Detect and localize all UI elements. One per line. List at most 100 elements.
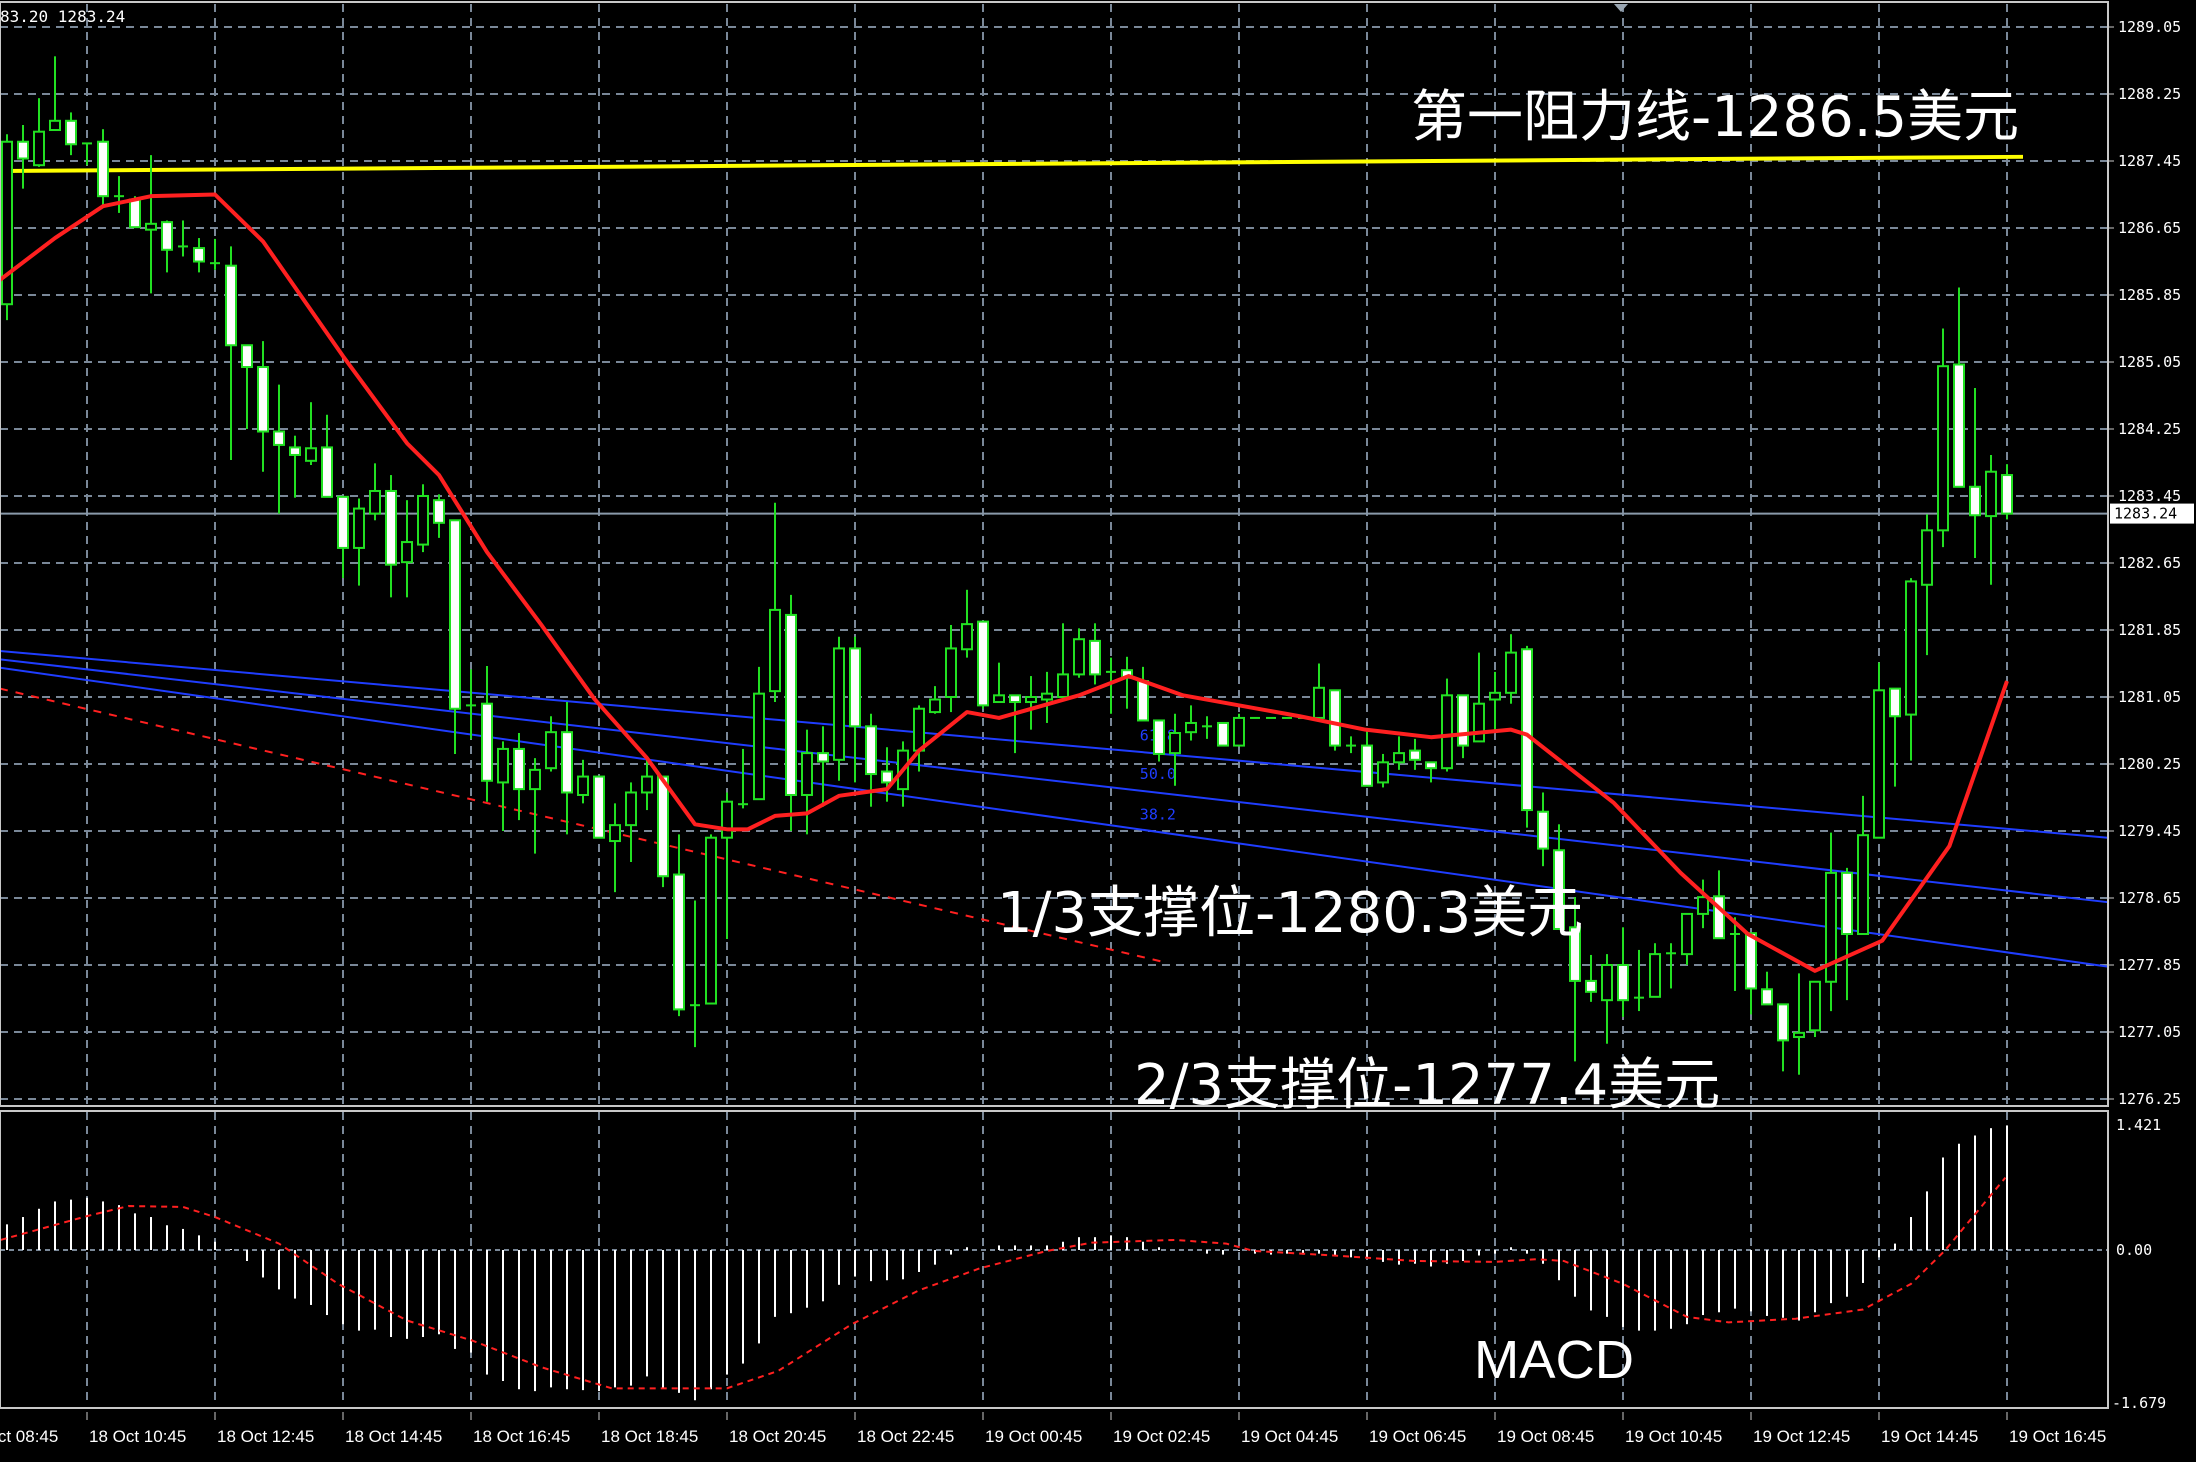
candle-body-bullish xyxy=(929,698,941,714)
time-tick-label: 18 Oct 14:45 xyxy=(345,1427,442,1446)
candle-body-bearish xyxy=(1617,964,1629,1002)
candle-body-bullish xyxy=(1921,529,1933,586)
candle xyxy=(1425,761,1437,783)
macd-panel-frame xyxy=(0,1110,2109,1409)
candle xyxy=(1745,932,1757,1015)
candle-body-bearish xyxy=(241,344,253,369)
candle xyxy=(1761,971,1773,1006)
candle xyxy=(145,155,157,294)
candle-body-bearish xyxy=(1537,810,1549,850)
candle-body-bullish xyxy=(1873,689,1885,839)
time-tick-label: 18 Oct 16:45 xyxy=(473,1427,570,1446)
candle xyxy=(17,124,29,189)
candle-body-bearish xyxy=(593,775,605,839)
candle-body-bullish xyxy=(1905,580,1917,716)
candle-body-bearish xyxy=(657,775,669,878)
candle xyxy=(1346,736,1356,754)
candle xyxy=(1730,917,1740,991)
candle xyxy=(833,636,845,781)
candle-body-bullish xyxy=(1809,980,1821,1032)
candle xyxy=(1025,676,1037,730)
candle-body-bullish xyxy=(1489,691,1501,701)
candle-body-bullish xyxy=(1185,721,1197,734)
current-price-badge xyxy=(2110,503,2194,524)
support-2-3-annotation: 2/3支撑位-1277.4美元 xyxy=(1134,1053,1720,1118)
candle-body-bearish xyxy=(289,446,301,456)
macd-tick-label: -1.679 xyxy=(2112,1394,2166,1412)
candle xyxy=(1185,705,1197,741)
candle xyxy=(1649,943,1661,998)
candle-body-bearish xyxy=(1009,694,1021,704)
candle xyxy=(1009,694,1021,754)
candle-body-bearish xyxy=(817,752,829,763)
candle xyxy=(193,238,205,273)
candle-body-bullish xyxy=(417,495,429,546)
candle xyxy=(1601,954,1613,1044)
candle-body-bullish xyxy=(913,707,925,752)
candle-body-bullish xyxy=(1857,834,1869,936)
candle-body-bearish xyxy=(1777,1003,1789,1042)
candle-body-bearish xyxy=(881,770,893,784)
candle-body-bullish xyxy=(353,507,365,549)
candle-body-bearish xyxy=(225,264,237,347)
candle xyxy=(609,803,621,893)
candle-body-bearish xyxy=(1329,689,1341,747)
candle xyxy=(513,733,525,821)
macd-annotation: MACD xyxy=(1474,1330,1634,1390)
candle-body-bearish xyxy=(433,499,445,524)
candle-body-bearish xyxy=(321,446,333,498)
candle xyxy=(33,98,45,167)
main-panel-frame xyxy=(0,1,2109,1107)
candle-body-bearish xyxy=(865,725,877,776)
fibonacci-level-label: 50.0 xyxy=(1140,765,1176,783)
candle xyxy=(738,748,748,809)
candle-body-bullish xyxy=(1393,752,1405,764)
candle xyxy=(1537,792,1549,867)
candle-body-bullish xyxy=(1313,686,1325,719)
time-tick-label: 19 Oct 14:45 xyxy=(1881,1427,1978,1446)
price-tick-label: 1282.65 xyxy=(2118,554,2181,572)
shift-marker-icon[interactable] xyxy=(1614,4,1628,12)
candle-body-bearish xyxy=(1361,744,1373,787)
candle xyxy=(929,686,941,714)
candle-body-bearish xyxy=(1137,680,1149,722)
candle-body-bearish xyxy=(385,489,397,566)
candle-body-bearish xyxy=(1585,979,1597,993)
candle xyxy=(673,834,685,1017)
candle xyxy=(1505,634,1517,704)
candle xyxy=(817,726,829,807)
candle xyxy=(273,384,285,514)
candle-body-bullish xyxy=(1441,694,1453,770)
candle xyxy=(401,500,413,598)
candle xyxy=(1889,687,1901,787)
main-price-panel[interactable]: 61.850.038.2 xyxy=(0,56,2108,1075)
candle xyxy=(1905,578,1917,761)
candle-body-bullish xyxy=(529,768,541,791)
price-tick-label: 1281.85 xyxy=(2118,621,2181,639)
candle xyxy=(433,494,445,538)
support-1-3-annotation: 1/3支撑位-1280.3美元 xyxy=(997,881,1583,946)
candle xyxy=(353,498,365,586)
macd-panel[interactable] xyxy=(0,1125,2108,1401)
candle xyxy=(993,662,1005,704)
candle-body-bearish xyxy=(1841,871,1853,936)
time-tick-label: 18 Oct 12:45 xyxy=(217,1427,314,1446)
candle-body-bearish xyxy=(785,613,797,796)
candle xyxy=(1569,897,1581,1062)
candle-body-bearish xyxy=(257,366,269,433)
fibonacci-channel-line xyxy=(0,658,2108,904)
candle xyxy=(497,741,509,831)
candle xyxy=(1841,867,1853,1001)
current-price-label: 1283.24 xyxy=(2114,505,2177,523)
time-tick-label: 18 Oct 22:45 xyxy=(857,1427,954,1446)
candle xyxy=(417,484,429,553)
candle-body-bullish xyxy=(753,692,765,801)
candle xyxy=(385,475,397,598)
candle xyxy=(337,495,349,579)
candle xyxy=(945,624,957,713)
candle-body-bearish xyxy=(337,495,349,549)
candle xyxy=(1969,387,1981,558)
